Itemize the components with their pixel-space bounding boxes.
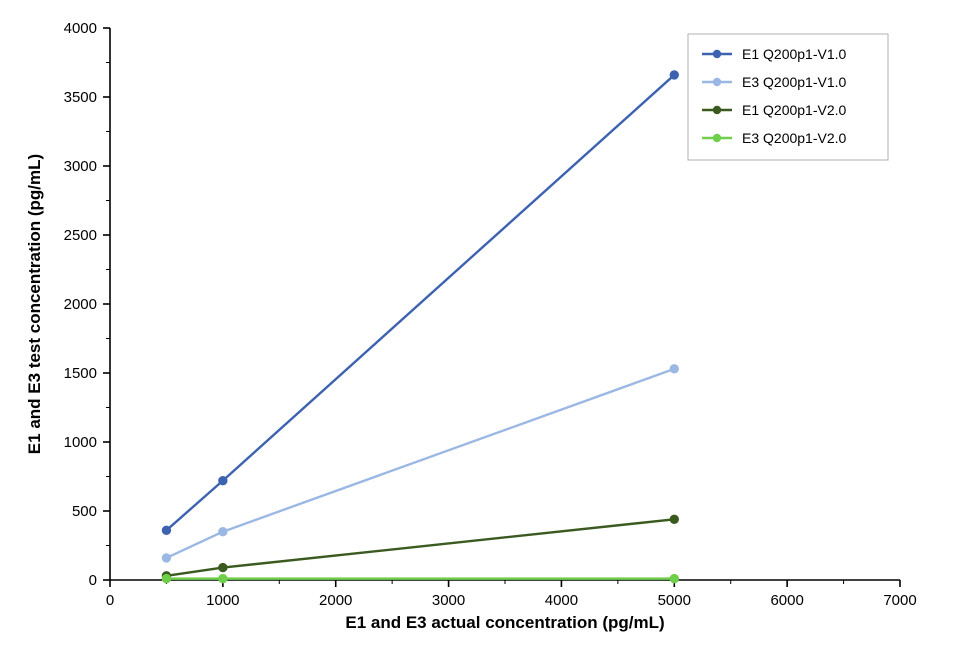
legend-label-1: E3 Q200p1-V1.0 [742, 74, 847, 90]
svg-text:3000: 3000 [432, 592, 465, 609]
legend-label-2: E1 Q200p1-V2.0 [742, 102, 847, 118]
series-1 [162, 365, 678, 562]
svg-text:0: 0 [106, 592, 114, 609]
line-chart: 0 1000 2000 3000 4000 5000 6000 7000 0 500 1000 150… [0, 0, 954, 654]
series-0 [162, 71, 678, 535]
x-axis-label: E1 and E3 actual concentration (pg/mL) [345, 613, 664, 632]
svg-text:500: 500 [72, 503, 97, 520]
legend-label-3: E3 Q200p1-V2.0 [742, 130, 847, 146]
svg-text:2000: 2000 [64, 296, 97, 313]
svg-text:3000: 3000 [64, 158, 97, 175]
chart-container: 0 1000 2000 3000 4000 5000 6000 7000 0 500 1000 150… [0, 0, 954, 654]
legend: E1 Q200p1-V1.0 E3 Q200p1-V1.0 E1 Q200p1-V2… [688, 34, 888, 160]
series-3 [162, 574, 678, 582]
svg-text:0: 0 [89, 572, 97, 589]
svg-text:2500: 2500 [64, 227, 97, 244]
svg-text:1500: 1500 [64, 365, 97, 382]
svg-text:5000: 5000 [658, 592, 691, 609]
svg-text:6000: 6000 [770, 592, 803, 609]
legend-label-0: E1 Q200p1-V1.0 [742, 46, 847, 62]
svg-text:7000: 7000 [883, 592, 916, 609]
svg-text:3500: 3500 [64, 89, 97, 106]
svg-text:1000: 1000 [64, 434, 97, 451]
svg-text:2000: 2000 [319, 592, 352, 609]
svg-text:4000: 4000 [545, 592, 578, 609]
svg-text:4000: 4000 [64, 20, 97, 37]
svg-text:1000: 1000 [206, 592, 239, 609]
y-axis-label: E1 and E3 test concentration (pg/mL) [25, 154, 44, 454]
